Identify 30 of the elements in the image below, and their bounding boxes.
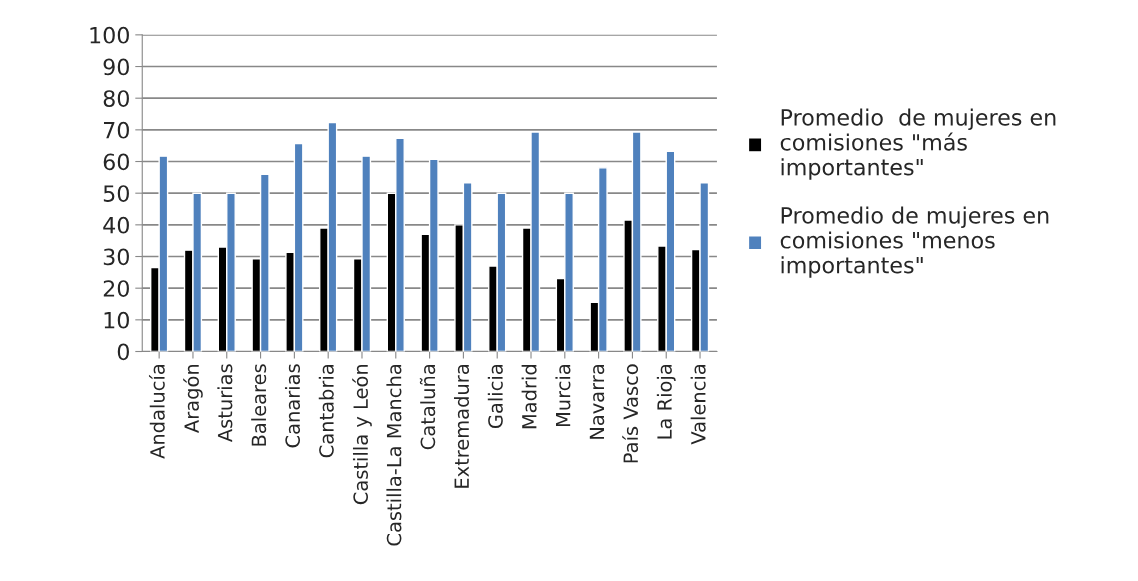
y-tick-label: 40 (103, 216, 129, 234)
x-tick-label: Andalucía (148, 365, 165, 459)
legend-label: Promedio de mujeres en comisiones "menos importantes" (780, 206, 1049, 278)
y-tick-label: 50 (103, 185, 129, 202)
y-tick-label: 0 (117, 343, 129, 361)
y-tick-label: 20 (103, 280, 129, 297)
x-tick-label: Canarias (284, 364, 301, 448)
x-tick-label: Extremadura (453, 365, 470, 488)
x-tick-label: País Vasco (622, 364, 639, 463)
x-tick-label: Murcia (555, 365, 571, 427)
y-tick-label: 90 (103, 58, 129, 76)
x-tick-label: Valencia (690, 365, 706, 445)
legend-label: Promedio de mujeres en comisiones "más importantes" (780, 108, 1056, 180)
x-tick-label: Castilla-La Mancha (386, 365, 402, 546)
x-tick-label: Aragón (183, 364, 203, 433)
y-tick-label: 60 (103, 153, 129, 171)
x-tick-label: Castilla y León (352, 364, 372, 505)
x-tick-label: Cantabria (318, 365, 334, 458)
y-tick-label: 100 (90, 26, 129, 44)
x-tick-label: Madrid (521, 365, 537, 429)
x-tick-label: Galicia (487, 365, 503, 429)
x-tick-label: Navarra (589, 365, 605, 439)
y-tick-label: 30 (103, 248, 129, 266)
x-tick-label: Cataluña (419, 365, 436, 450)
y-tick-label: 80 (103, 90, 129, 107)
y-tick-label: 70 (103, 121, 129, 139)
y-tick-label: 10 (104, 311, 129, 329)
x-tick-label: La Rioja (656, 365, 676, 439)
x-tick-label: Asturias (217, 364, 233, 442)
x-tick-label: Baleares (251, 364, 267, 446)
